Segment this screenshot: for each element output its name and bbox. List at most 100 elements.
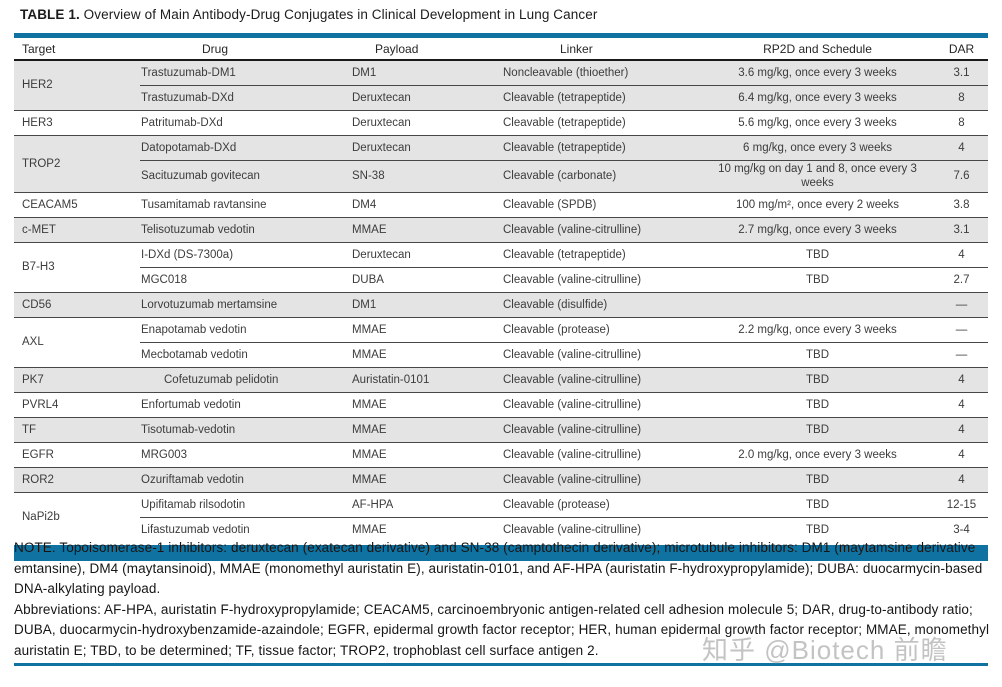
table-bottom-bar xyxy=(14,544,988,561)
dar-cell: — xyxy=(935,341,988,368)
drug-cell: Enfortumab vedotin xyxy=(140,391,345,418)
dar-cell: 4 xyxy=(935,391,988,418)
dar-cell: 4 xyxy=(935,441,988,468)
linker-cell: Cleavable (valine-citrulline) xyxy=(500,466,700,493)
payload-cell: MMAE xyxy=(345,516,500,542)
linker-cell: Cleavable (valine-citrulline) xyxy=(500,391,700,418)
linker-cell: Cleavable (valine-citrulline) xyxy=(500,366,700,393)
rp2d-cell: 2.2 mg/kg, once every 3 weeks xyxy=(700,316,935,343)
rp2d-cell: TBD xyxy=(700,466,935,493)
footnotes: NOTE. Topoisomerase-1 inhibitors: deruxt… xyxy=(14,538,990,661)
payload-cell: DM4 xyxy=(345,191,500,218)
target-cell: HER2 xyxy=(14,59,140,111)
table-title-label: TABLE 1. xyxy=(20,7,80,22)
drug-cell: Mecbotamab vedotin xyxy=(140,341,345,368)
payload-cell: DUBA xyxy=(345,266,500,293)
payload-cell: SN-38 xyxy=(345,160,500,193)
dar-cell: 4 xyxy=(935,466,988,493)
payload-cell: Deruxtecan xyxy=(345,135,500,161)
rp2d-cell: TBD xyxy=(700,491,935,518)
linker-cell: Cleavable (protease) xyxy=(500,491,700,518)
drug-cell: Ozuriftamab vedotin xyxy=(140,466,345,493)
target-cell: HER3 xyxy=(14,110,140,136)
table-row: MGC018 DUBA Cleavable (valine-citrulline) T… xyxy=(14,266,988,293)
drug-cell: I-DXd (DS-7300a) xyxy=(140,241,345,268)
rp2d-cell: TBD xyxy=(700,341,935,368)
drug-cell: Tisotumab-vedotin xyxy=(140,416,345,443)
column-header-dar: DAR xyxy=(935,35,988,61)
target-cell: NaPi2b xyxy=(14,491,140,542)
column-header-rp2d: RP2D and Schedule xyxy=(700,35,935,61)
watermark: 知乎 @Biotech 前瞻 xyxy=(702,635,948,665)
rp2d-cell: TBD xyxy=(700,366,935,393)
payload-cell: DM1 xyxy=(345,59,500,86)
drug-cell: MGC018 xyxy=(140,266,345,293)
linker-cell: Cleavable (tetrapeptide) xyxy=(500,241,700,268)
linker-cell: Cleavable (protease) xyxy=(500,316,700,343)
linker-cell: Cleavable (tetrapeptide) xyxy=(500,110,700,136)
dar-cell: 8 xyxy=(935,110,988,136)
drug-cell: Lorvotuzumab mertamsine xyxy=(140,291,345,318)
target-cell: B7-H3 xyxy=(14,241,140,293)
table-row: EGFR MRG003 MMAE Cleavable (valine-citrulli… xyxy=(14,441,988,468)
drug-cell: Trastuzumab-DM1 xyxy=(140,59,345,86)
dar-cell: 12-15 xyxy=(935,491,988,518)
linker-cell: Cleavable (valine-citrulline) xyxy=(500,516,700,542)
table-row: HER2 Trastuzumab-DM1 DM1 Noncleavable (thio… xyxy=(14,59,988,111)
payload-cell: MMAE xyxy=(345,341,500,368)
rp2d-cell: TBD xyxy=(700,391,935,418)
linker-cell: Cleavable (valine-citrulline) xyxy=(500,216,700,243)
target-cell: TF xyxy=(14,416,140,443)
column-header-target: Target xyxy=(14,35,140,61)
rp2d-cell: TBD xyxy=(700,241,935,268)
dar-cell: 4 xyxy=(935,135,988,161)
payload-cell: Deruxtecan xyxy=(345,241,500,268)
target-cell: CEACAM5 xyxy=(14,191,140,218)
dar-cell: 4 xyxy=(935,241,988,268)
table-row: NaPi2b Upifitamab rilsodotin AF-HPA Cleavab… xyxy=(14,491,988,542)
table-row: B7-H3 I-DXd (DS-7300a) Deruxtecan Cleavable… xyxy=(14,241,988,293)
rp2d-cell: TBD xyxy=(700,416,935,443)
dar-cell: 2.7 xyxy=(935,266,988,293)
rp2d-cell: 2.0 mg/kg, once every 3 weeks xyxy=(700,441,935,468)
rp2d-cell: 10 mg/kg on day 1 and 8, once every 3 we… xyxy=(700,160,935,193)
drug-cell: Datopotamab-DXd xyxy=(140,135,345,161)
table-title-text: Overview of Main Antibody-Drug Conjugate… xyxy=(83,7,598,22)
table-row: Trastuzumab-DXd Deruxtecan Cleavable (tetr… xyxy=(14,85,988,111)
table-row: CEACAM5 Tusamitamab ravtansine DM4 Cleavabl… xyxy=(14,191,988,218)
table-row: TROP2 Datopotamab-DXd Deruxtecan Cleavable … xyxy=(14,135,988,193)
linker-cell: Cleavable (valine-citrulline) xyxy=(500,416,700,443)
linker-cell: Cleavable (disulfide) xyxy=(500,291,700,318)
linker-cell: Cleavable (valine-citrulline) xyxy=(500,266,700,293)
table-row: c-MET Telisotuzumab vedotin MMAE Cleavable … xyxy=(14,216,988,243)
target-cell: c-MET xyxy=(14,216,140,243)
column-header-payload: Payload xyxy=(345,35,500,61)
drug-cell: Lifastuzumab vedotin xyxy=(140,516,345,542)
payload-cell: AF-HPA xyxy=(345,491,500,518)
header-row: Target Drug Payload Linker RP2D and Sche… xyxy=(14,35,988,61)
rp2d-cell: 2.7 mg/kg, once every 3 weeks xyxy=(700,216,935,243)
linker-cell: Noncleavable (thioether) xyxy=(500,59,700,86)
table-row: Lifastuzumab vedotin MMAE Cleavable (valin… xyxy=(14,516,988,542)
payload-cell: MMAE xyxy=(345,316,500,343)
table-row: TF Tisotumab-vedotin MMAE Cleavable (valine… xyxy=(14,416,988,443)
dar-cell: 3.1 xyxy=(935,216,988,243)
payload-cell: MMAE xyxy=(345,216,500,243)
target-cell: PK7 xyxy=(14,366,140,393)
rp2d-cell xyxy=(700,291,935,318)
target-cell: CD56 xyxy=(14,291,140,318)
dar-cell: 4 xyxy=(935,416,988,443)
dar-cell: 7.6 xyxy=(935,160,988,193)
table-row: Mecbotamab vedotin MMAE Cleavable (valine-… xyxy=(14,341,988,368)
target-cell: AXL xyxy=(14,316,140,368)
linker-cell: Cleavable (tetrapeptide) xyxy=(500,85,700,111)
linker-cell: Cleavable (valine-citrulline) xyxy=(500,341,700,368)
rp2d-cell: TBD xyxy=(700,266,935,293)
target-cell: TROP2 xyxy=(14,135,140,193)
table-title: TABLE 1. Overview of Main Antibody-Drug … xyxy=(20,7,597,22)
table-row: PK7 Cofetuzumab pelidotin Auristatin-0101 C… xyxy=(14,366,988,393)
table-row: PVRL4 Enfortumab vedotin MMAE Cleavable (va… xyxy=(14,391,988,418)
dar-cell: — xyxy=(935,316,988,343)
linker-cell: Cleavable (tetrapeptide) xyxy=(500,135,700,161)
rp2d-cell: 100 mg/m², once every 2 weeks xyxy=(700,191,935,218)
